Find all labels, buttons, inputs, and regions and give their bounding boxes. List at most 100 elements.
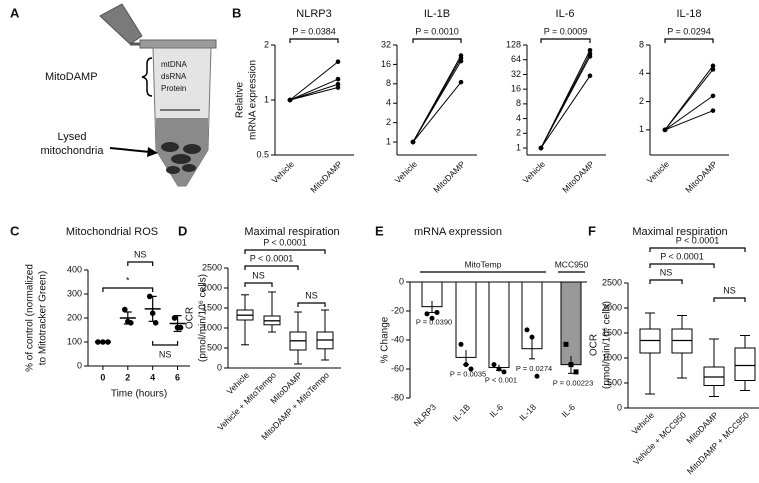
y-tick-label: 8 bbox=[386, 78, 391, 88]
x-tick-label: IL-1B bbox=[451, 402, 473, 424]
y-axis-label: OCR bbox=[185, 307, 196, 329]
y-tick-label: 2 bbox=[516, 128, 521, 138]
y-axis-label: (pmol/min/10⁶ cells) bbox=[198, 274, 209, 362]
lysed-label: Lysed bbox=[58, 131, 87, 143]
bracket bbox=[664, 38, 714, 43]
y-axis-label: to Mitotracker Green) bbox=[38, 271, 49, 365]
y-tick-label: 2500 bbox=[602, 277, 622, 287]
bracket bbox=[127, 261, 154, 266]
data-point bbox=[335, 76, 341, 82]
bracket bbox=[102, 287, 154, 292]
data-point bbox=[429, 315, 435, 321]
p-value-label: P = 0.0009 bbox=[544, 26, 588, 36]
brace bbox=[141, 57, 153, 97]
panel-letter: B bbox=[232, 5, 241, 20]
significance-label: NS bbox=[134, 249, 147, 259]
x-tick-label: MitoDAMP bbox=[431, 159, 467, 195]
chart-title: Mitochondrial ROS bbox=[66, 226, 158, 238]
x-tick-label: Vehicle bbox=[270, 159, 297, 186]
y-tick-label: 4 bbox=[639, 68, 644, 78]
bar bbox=[560, 281, 582, 366]
bar bbox=[455, 281, 477, 358]
pair-line bbox=[289, 61, 339, 101]
y-tick-label: 1 bbox=[516, 142, 521, 152]
y-tick-label: 64 bbox=[511, 54, 521, 64]
y-tick-label: 32 bbox=[511, 69, 521, 79]
data-point bbox=[128, 320, 134, 326]
y-tick-label: 16 bbox=[381, 59, 391, 69]
pair-line bbox=[540, 56, 591, 149]
panel-letter: F bbox=[588, 223, 596, 238]
y-axis-label: % Change bbox=[380, 316, 391, 363]
p-value-label: P = 0.0274 bbox=[516, 364, 552, 373]
data-point bbox=[710, 108, 716, 113]
y-tick-label: -80 bbox=[391, 392, 404, 402]
x-tick-label: 6 bbox=[175, 372, 180, 382]
x-tick-label: 4 bbox=[150, 372, 155, 382]
y-tick-label: 500 bbox=[607, 377, 622, 387]
pair-line bbox=[289, 87, 339, 101]
data-point bbox=[171, 315, 178, 321]
data-point bbox=[587, 47, 593, 53]
data-point bbox=[662, 127, 668, 133]
significance-label: NS bbox=[723, 285, 736, 295]
y-tick-label: 4 bbox=[516, 113, 521, 123]
data-point bbox=[534, 373, 540, 379]
bracket bbox=[412, 38, 462, 43]
tube-lid bbox=[99, 3, 143, 45]
y-axis-label: Relative bbox=[235, 82, 246, 119]
p-value-label: P = 0.00223 bbox=[553, 378, 594, 387]
mitodamp-label: MitoDAMP bbox=[45, 71, 98, 83]
data-point bbox=[458, 79, 464, 85]
significance-label: NS bbox=[159, 349, 172, 359]
x-tick-label: IL-6 bbox=[560, 402, 578, 420]
y-tick-label: 2000 bbox=[602, 302, 622, 312]
chart-title: IL-18 bbox=[676, 8, 701, 20]
y-axis-label: OCR bbox=[589, 334, 600, 356]
data-point bbox=[468, 366, 474, 372]
content-label: dsRNA bbox=[161, 72, 187, 81]
y-tick-label: 1 bbox=[386, 136, 391, 146]
pair-line bbox=[289, 78, 339, 101]
y-axis-label: % of control (normalized bbox=[25, 264, 36, 372]
data-point bbox=[177, 324, 184, 331]
p-value-label: P = 0.0035 bbox=[450, 370, 486, 379]
x-tick-label: Vehicle bbox=[521, 159, 548, 186]
data-point bbox=[424, 311, 430, 317]
y-tick-label: 8 bbox=[516, 98, 521, 108]
significance-label: NS bbox=[660, 267, 673, 277]
pair-line bbox=[664, 69, 714, 131]
data-point bbox=[335, 81, 341, 87]
y-tick-label: 1 bbox=[639, 124, 644, 134]
x-tick-label: 0 bbox=[100, 372, 105, 382]
chart-title: IL-1B bbox=[424, 8, 450, 20]
data-point bbox=[463, 362, 469, 368]
y-tick-label: 128 bbox=[506, 39, 521, 49]
x-tick-label: Vehicle bbox=[630, 410, 657, 437]
p-value-label: P < 0.001 bbox=[485, 375, 517, 384]
y-tick-label: -40 bbox=[391, 334, 404, 344]
bracket bbox=[297, 302, 326, 307]
data-point bbox=[710, 67, 716, 72]
data-point bbox=[335, 59, 341, 65]
panel-a: A MitoDAMP mtDNA dsRNA Protein Lysed mit… bbox=[10, 3, 217, 187]
bracket bbox=[244, 249, 326, 254]
data-point bbox=[538, 145, 544, 151]
y-tick-label: 2 bbox=[386, 117, 391, 127]
pair-line bbox=[412, 81, 462, 143]
y-tick-label: 400 bbox=[67, 264, 82, 274]
chart-title: Maximal respiration bbox=[632, 226, 727, 238]
tube-pellet-zone bbox=[156, 118, 208, 186]
x-tick-label: Vehicle bbox=[393, 159, 420, 186]
y-tick-label: 8 bbox=[639, 39, 644, 49]
x-tick-label: MitoDAMP bbox=[683, 159, 719, 195]
y-axis-label: mRNA expression bbox=[248, 60, 259, 140]
bracket bbox=[540, 38, 591, 43]
data-point bbox=[568, 362, 574, 368]
data-point bbox=[410, 139, 416, 145]
bracket bbox=[244, 282, 273, 287]
p-value-label: P = 0.0010 bbox=[415, 26, 459, 36]
x-tick-label: NLRP3 bbox=[412, 402, 439, 429]
pair-line bbox=[664, 95, 714, 131]
data-point bbox=[491, 362, 497, 368]
